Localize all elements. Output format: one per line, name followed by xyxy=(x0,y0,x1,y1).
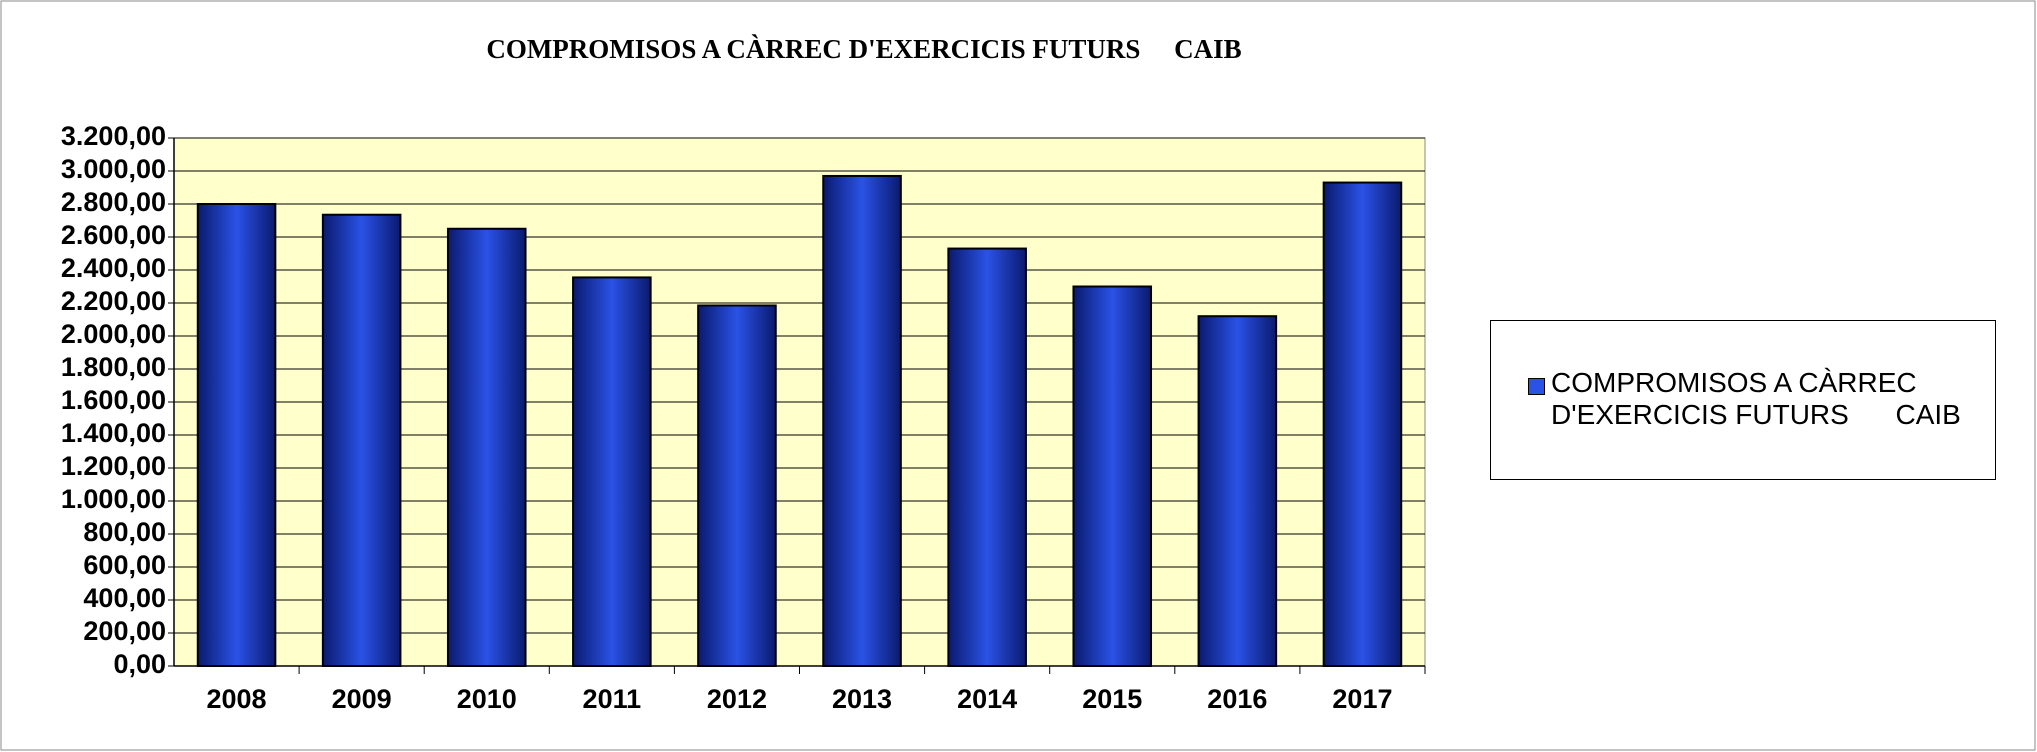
y-tick-label: 400,00 xyxy=(83,583,166,613)
x-tick-label: 2014 xyxy=(957,684,1017,714)
y-tick-label: 2.200,00 xyxy=(61,286,166,316)
x-tick-label: 2011 xyxy=(583,684,642,714)
bar xyxy=(1322,181,1403,668)
y-tick-label: 1.200,00 xyxy=(61,451,166,481)
y-tick-label: 2.600,00 xyxy=(61,220,166,250)
y-tick-label: 800,00 xyxy=(83,517,166,547)
legend: COMPROMISOS A CÀRREC D'EXERCICIS FUTURS … xyxy=(1490,320,1996,480)
bar xyxy=(822,174,902,667)
y-tick-label: 200,00 xyxy=(83,616,166,646)
y-tick-label: 0,00 xyxy=(113,649,166,679)
bar xyxy=(697,304,777,667)
y-tick-label: 1.600,00 xyxy=(61,385,166,415)
x-tick-label: 2012 xyxy=(707,684,767,714)
x-tick-label: 2008 xyxy=(207,684,267,714)
legend-swatch xyxy=(1528,378,1545,395)
bar xyxy=(1197,315,1278,667)
bar xyxy=(572,276,652,667)
bar xyxy=(1072,285,1153,667)
y-tick-label: 1.000,00 xyxy=(61,484,166,514)
y-tick-label: 2.000,00 xyxy=(61,319,166,349)
bar xyxy=(446,227,527,667)
y-tick-label: 1.800,00 xyxy=(61,352,166,382)
x-tick-label: 2017 xyxy=(1332,684,1392,714)
y-tick-label: 3.200,00 xyxy=(61,121,166,151)
x-tick-label: 2013 xyxy=(832,684,892,714)
y-tick-label: 2.400,00 xyxy=(61,253,166,283)
bar xyxy=(947,247,1027,668)
x-tick-label: 2015 xyxy=(1082,684,1142,714)
x-tick-label: 2016 xyxy=(1207,684,1267,714)
bar xyxy=(321,213,402,667)
y-tick-label: 2.800,00 xyxy=(61,187,166,217)
chart-title: COMPROMISOS A CÀRREC D'EXERCICIS FUTURS … xyxy=(486,34,1241,64)
bar xyxy=(196,203,277,667)
x-tick-label: 2010 xyxy=(457,684,517,714)
legend-label: COMPROMISOS A CÀRREC D'EXERCICIS FUTURS … xyxy=(1551,367,1961,430)
y-tick-label: 600,00 xyxy=(83,550,166,580)
y-tick-label: 1.400,00 xyxy=(61,418,166,448)
y-tick-label: 3.000,00 xyxy=(61,154,166,184)
x-tick-label: 2009 xyxy=(332,684,392,714)
